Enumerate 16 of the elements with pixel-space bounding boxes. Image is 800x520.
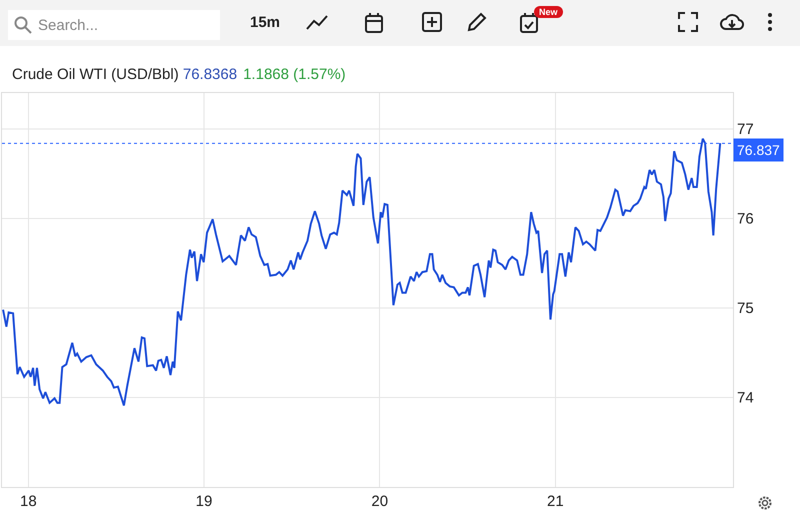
- x-tick-label: 20: [371, 493, 388, 510]
- y-tick-label: 74: [737, 390, 754, 407]
- x-tick-label: 18: [20, 493, 37, 510]
- text: 15m: [250, 14, 280, 31]
- text: 76.8368: [182, 66, 238, 83]
- search-field: Search...: [8, 10, 220, 40]
- y-tick-label: 77: [737, 121, 754, 138]
- y-tick-label: 76: [737, 210, 754, 228]
- ref-line-label: 76.837: [737, 142, 780, 158]
- text: New: [534, 6, 563, 18]
- line-series: [2, 138, 722, 407]
- text: 1.1868 (1.57%): [243, 66, 346, 83]
- chart-title: Crude Oil WTI (USD/Bbl): [12, 66, 179, 83]
- y-tick-label: 75: [737, 300, 754, 318]
- x-tick-label: 19: [196, 493, 212, 510]
- x-tick-label: 21: [547, 493, 564, 510]
